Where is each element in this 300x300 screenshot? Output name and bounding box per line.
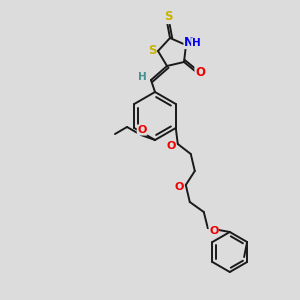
Text: O: O	[209, 226, 218, 236]
Text: O: O	[166, 141, 176, 151]
Text: O: O	[174, 182, 184, 192]
Text: O: O	[195, 65, 205, 79]
Text: O: O	[137, 125, 147, 135]
Text: H: H	[192, 38, 200, 48]
Text: S: S	[148, 44, 156, 56]
Text: N: N	[184, 35, 194, 49]
Text: H: H	[138, 72, 146, 82]
Text: S: S	[164, 11, 172, 23]
